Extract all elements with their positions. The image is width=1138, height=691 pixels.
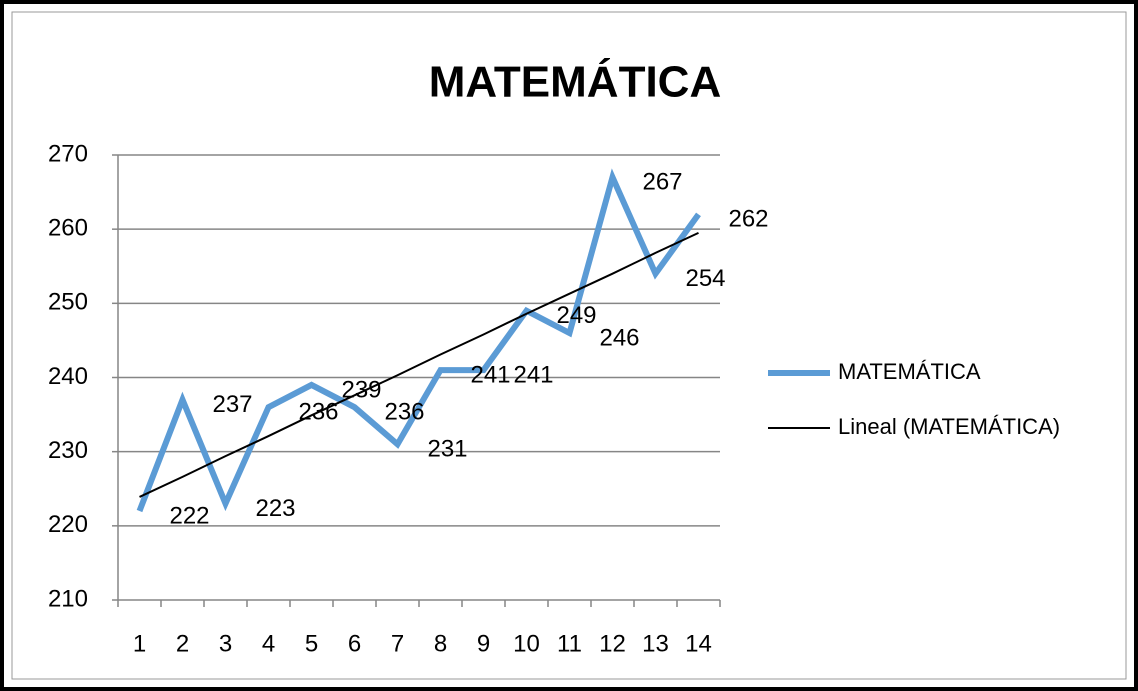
legend-label: Lineal (MATEMÁTICA) [838, 414, 1060, 439]
x-tick-label: 12 [599, 630, 626, 657]
trend-line [139, 231, 699, 498]
data-label: 246 [599, 324, 639, 351]
x-tick-label: 10 [513, 630, 540, 657]
x-tick-label: 1 [133, 630, 146, 657]
x-tick-label: 7 [391, 630, 404, 657]
data-label: 237 [212, 391, 252, 418]
data-label: 262 [728, 206, 768, 233]
x-tick-label: 6 [348, 630, 361, 657]
data-label: 241 [470, 361, 510, 388]
y-tick-label: 250 [48, 289, 88, 316]
y-tick-label: 230 [48, 437, 88, 464]
y-tick-label: 220 [48, 511, 88, 538]
data-label: 267 [642, 169, 682, 196]
y-tick-label: 240 [48, 363, 88, 390]
data-label: 223 [255, 495, 295, 522]
data-label: 241 [513, 361, 553, 388]
data-label: 236 [384, 399, 424, 426]
x-tick-label: 2 [176, 630, 189, 657]
y-tick-label: 270 [48, 140, 88, 167]
chart-title: MATEMÁTICA [429, 57, 721, 107]
x-tick-label: 11 [557, 630, 582, 657]
x-tick-label: 3 [219, 630, 232, 657]
data-line [136, 168, 701, 513]
data-label: 249 [556, 302, 596, 329]
chart-border [11, 11, 1127, 680]
x-tick-label: 8 [434, 630, 447, 657]
legend-label: MATEMÁTICA [838, 359, 981, 384]
data-label: 254 [685, 265, 725, 292]
x-tick-label: 4 [262, 630, 275, 657]
y-tick-label: 260 [48, 215, 88, 242]
x-tick-label: 13 [642, 630, 669, 657]
x-tick-label: 5 [305, 630, 318, 657]
data-label: 231 [427, 436, 467, 463]
x-tick-label: 14 [685, 630, 712, 657]
data-label: 222 [169, 502, 209, 529]
x-tick-label: 9 [477, 630, 490, 657]
y-tick-label: 210 [48, 585, 88, 612]
